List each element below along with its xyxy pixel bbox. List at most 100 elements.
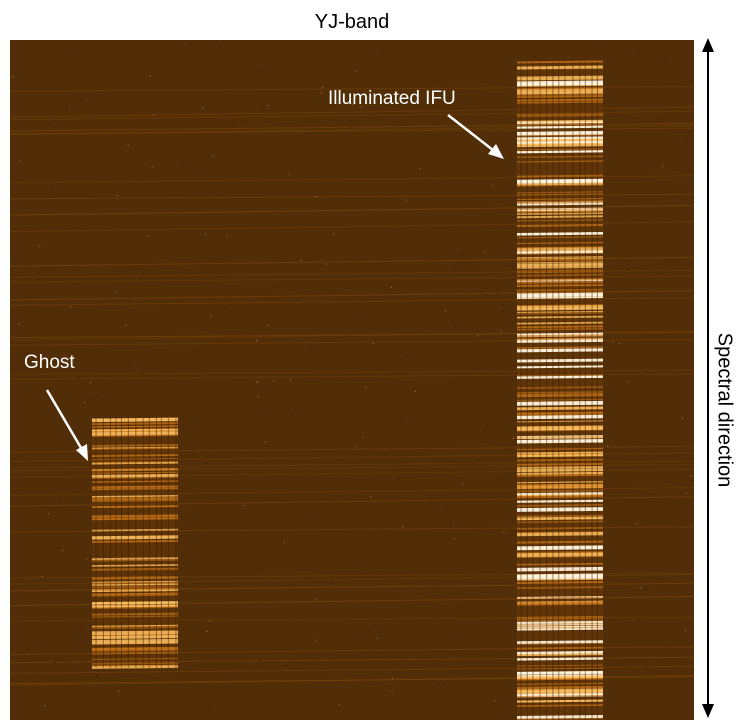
hot-pixel	[370, 629, 372, 631]
hot-pixel	[196, 172, 198, 174]
hot-pixel	[77, 377, 79, 379]
ifu-line	[516, 626, 604, 629]
hot-pixel	[118, 690, 120, 692]
ghost-arrowhead	[76, 444, 88, 461]
ifu-line	[516, 447, 604, 451]
ifu-line	[516, 266, 604, 269]
ifu-line	[516, 201, 604, 206]
ifu-line	[516, 138, 604, 142]
hot-pixel	[128, 364, 130, 366]
ifu-line	[516, 420, 604, 423]
hot-pixel	[269, 390, 270, 392]
ifu-line	[516, 155, 604, 159]
ghost-line	[91, 592, 179, 595]
hot-pixel	[444, 310, 446, 312]
ghost-line	[91, 446, 179, 449]
hot-pixel	[618, 342, 620, 344]
ifu-line	[516, 682, 604, 685]
hot-pixel	[692, 479, 694, 481]
hot-pixel	[227, 679, 229, 681]
ifu-line	[516, 292, 604, 298]
ghost-line	[91, 535, 179, 540]
ifu-line	[516, 699, 604, 703]
ifu-line	[516, 215, 604, 219]
hot-pixel	[601, 46, 603, 48]
ifu-line	[516, 704, 604, 707]
hot-pixel	[685, 493, 687, 495]
ghost-line	[91, 487, 179, 491]
ghost-line	[91, 612, 179, 616]
hot-pixel	[284, 541, 286, 543]
ifu-line	[516, 174, 604, 178]
ifu-line	[516, 485, 604, 489]
hot-pixel	[377, 637, 379, 639]
hot-pixel	[289, 173, 291, 175]
hot-pixel	[46, 706, 48, 708]
hot-pixel	[381, 53, 383, 55]
ifu-line	[516, 458, 604, 462]
ghost-line	[91, 634, 179, 640]
ghost-label: Ghost	[24, 352, 75, 373]
hot-pixel	[264, 441, 266, 443]
ghost-line	[91, 444, 179, 447]
ghost-line	[91, 606, 179, 610]
hot-pixel	[682, 417, 683, 419]
hot-pixel	[391, 690, 393, 692]
ifu-line	[516, 125, 604, 129]
hot-pixel	[612, 341, 614, 343]
ifu-line	[516, 231, 604, 236]
hot-pixel	[647, 371, 649, 373]
ifu-line	[516, 686, 604, 690]
ifu-line	[516, 143, 604, 148]
hot-pixel	[243, 505, 245, 506]
ifu-line	[516, 200, 604, 203]
ghost-line	[91, 495, 179, 498]
ghost-line	[91, 469, 179, 472]
ifu-line	[516, 695, 604, 698]
ifu-line	[516, 338, 604, 343]
ifu-line	[516, 93, 604, 97]
ghost-line	[91, 487, 179, 490]
spectral-direction-arrow-bottom-head	[702, 704, 714, 718]
hot-pixel	[356, 70, 357, 72]
hot-pixel	[505, 717, 506, 718]
ghost-line	[91, 453, 179, 457]
hot-pixel	[690, 175, 692, 177]
ifu-line	[516, 246, 604, 249]
ifu-line	[516, 468, 604, 473]
ifu-line	[516, 82, 604, 86]
ifu-line	[516, 596, 604, 599]
hot-pixel	[445, 504, 447, 505]
ghost-line	[91, 447, 179, 450]
hot-pixel	[391, 678, 393, 679]
hot-pixel	[320, 92, 322, 94]
ghost-line	[91, 461, 179, 465]
ifu-line	[516, 495, 604, 499]
hot-pixel	[502, 310, 504, 312]
hot-pixel	[431, 497, 432, 499]
hot-pixel	[352, 103, 354, 105]
ifu-line	[516, 664, 604, 667]
hot-pixel	[610, 665, 612, 666]
hot-pixel	[48, 124, 50, 126]
ifu-line	[516, 552, 604, 558]
ifu-line	[516, 473, 604, 477]
ifu-line	[516, 288, 604, 292]
hot-pixel	[338, 704, 340, 706]
ifu-line	[516, 652, 604, 657]
hot-pixel	[259, 659, 261, 661]
hot-pixel	[443, 682, 445, 684]
ifu-line	[516, 492, 604, 496]
ifu-line	[516, 193, 604, 196]
hot-pixel	[690, 475, 692, 477]
hot-pixel	[415, 390, 416, 392]
ifu-line	[516, 262, 604, 266]
hot-pixel	[194, 505, 196, 507]
ghost-line	[91, 499, 179, 503]
hot-pixel	[96, 676, 97, 678]
ghost-line	[91, 559, 179, 562]
ifu-line	[516, 602, 604, 605]
illuminated-ifu-spectra	[516, 60, 604, 720]
ifu-line	[516, 499, 604, 503]
ghost-line	[91, 576, 179, 579]
